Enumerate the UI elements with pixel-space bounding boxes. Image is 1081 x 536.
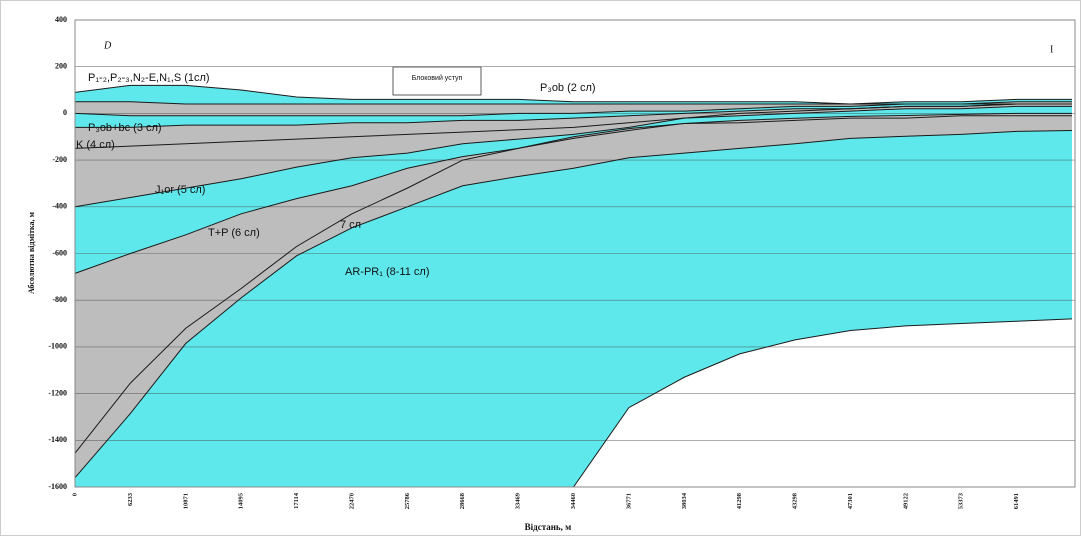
- y-tick-label: 200: [55, 62, 67, 71]
- x-tick-label: 17114: [293, 492, 300, 509]
- y-tick-label: -200: [52, 155, 67, 164]
- y-tick-label: 0: [63, 108, 67, 117]
- y-tick-label: 400: [55, 15, 67, 24]
- x-tick-label: 41298: [736, 492, 743, 509]
- x-tick-label: 34460: [570, 493, 577, 509]
- layer-label: P₃ob (2 сл): [540, 82, 596, 94]
- page: {"chart_data": { "type": "area", "y_labe…: [0, 0, 1081, 536]
- x-axis-title: Відстань, м: [525, 522, 572, 532]
- x-tick-label: 14095: [238, 492, 245, 509]
- x-tick-label: 43298: [792, 492, 799, 509]
- x-tick-label: 38034: [681, 492, 688, 509]
- layer-label: K (4 сл): [76, 139, 115, 151]
- x-tick-label: 49122: [902, 493, 909, 509]
- x-tick-label: 61491: [1013, 493, 1020, 509]
- y-tick-label: -1600: [48, 482, 67, 491]
- layer-label: AR-PR₁ (8-11 сл): [345, 266, 430, 278]
- x-tick-label: 6233: [127, 492, 134, 506]
- y-axis-title: Абсолютна відмітка, м: [27, 211, 36, 294]
- layer-label: J₁or (5 сл): [155, 184, 205, 196]
- layer-label: T+P (6 сл): [208, 227, 260, 239]
- layer-label: P₁-₂,P₂-₃,N₂-E,N₁,S (1сл): [88, 72, 210, 84]
- y-tick-label: -1200: [48, 388, 67, 397]
- layer-label: 7 сл: [340, 219, 361, 231]
- x-tick-label: 10871: [182, 493, 189, 509]
- x-tick-label: 47301: [847, 493, 854, 509]
- x-tick-label: 53373: [958, 492, 965, 509]
- section-end: D: [103, 40, 112, 51]
- section-end: I: [1050, 44, 1053, 55]
- x-tick-label: 22470: [348, 493, 355, 509]
- x-tick-label: 25786: [404, 492, 411, 509]
- chart: 400 200 0 -200 -400 -600 -800 -1000 -1200 -1400 -1…: [0, 0, 1081, 536]
- annotation: Блоковий уступ: [412, 74, 463, 82]
- y-tick-label: -1000: [48, 342, 67, 351]
- x-tick-label: 33469: [515, 492, 522, 509]
- x-tick-label: 36771: [625, 493, 632, 509]
- layer-label: P₃ob+bc (3 сл): [88, 122, 162, 134]
- x-tick-label: 28668: [459, 492, 466, 509]
- y-tick-label: -800: [52, 295, 67, 304]
- x-tick-label: 0: [71, 493, 78, 496]
- y-tick-label: -1400: [48, 435, 67, 444]
- y-tick-label: -600: [52, 248, 67, 257]
- y-tick-label: -400: [52, 202, 67, 211]
